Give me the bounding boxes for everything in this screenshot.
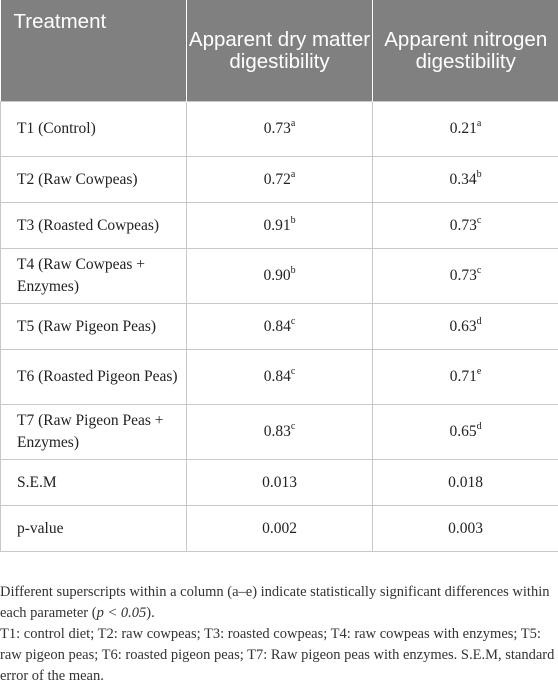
value: 0.90 [263, 267, 290, 284]
table-row: S.E.M 0.013 0.018 [1, 460, 558, 506]
table-row: T5 (Raw Pigeon Peas) 0.84c 0.63d [1, 304, 558, 350]
nitrogen-cell: 0.018 [373, 460, 558, 506]
footnote-p-value: p < 0.05 [97, 605, 147, 621]
value: 0.018 [448, 474, 483, 491]
nitrogen-cell: 0.34b [373, 157, 558, 203]
superscript: b [291, 265, 296, 276]
superscript: c [291, 316, 295, 327]
nitrogen-cell: 0.65d [373, 405, 558, 460]
superscript: b [291, 215, 296, 226]
superscript: c [291, 366, 295, 377]
footnote-text-end: ). [146, 605, 154, 621]
value: 0.83 [264, 423, 291, 440]
treatment-cell: T5 (Raw Pigeon Peas) [1, 304, 187, 350]
dry-matter-cell: 0.90b [187, 249, 373, 304]
nitrogen-cell: 0.63d [373, 304, 558, 350]
value: 0.003 [448, 520, 483, 537]
table-row: T3 (Roasted Cowpeas) 0.91b 0.73c [1, 203, 558, 249]
treatment-cell: T3 (Roasted Cowpeas) [1, 203, 187, 249]
superscript: d [477, 421, 482, 432]
superscript: c [291, 421, 295, 432]
treatment-cell: T7 (Raw Pigeon Peas + Enzymes) [1, 405, 187, 460]
value: 0.21 [450, 120, 477, 137]
nitrogen-cell: 0.71e [373, 350, 558, 405]
dry-matter-cell: 0.83c [187, 405, 373, 460]
superscript: c [477, 215, 481, 226]
superscript: e [477, 366, 481, 377]
value: 0.65 [449, 423, 476, 440]
value: 0.73 [450, 217, 477, 234]
treatment-cell: p-value [1, 506, 187, 552]
table-footnotes: Different superscripts within a column (… [0, 582, 556, 687]
footnote-text: Different superscripts within a column (… [0, 584, 550, 621]
value: 0.73 [450, 267, 477, 284]
footnote-significance: Different superscripts within a column (… [0, 582, 556, 624]
value: 0.34 [449, 171, 476, 188]
table-row: p-value 0.002 0.003 [1, 506, 558, 552]
value: 0.71 [450, 368, 477, 385]
value: 0.72 [264, 171, 291, 188]
table-row: T1 (Control) 0.73a 0.21a [1, 102, 558, 157]
dry-matter-cell: 0.002 [187, 506, 373, 552]
dry-matter-cell: 0.72a [187, 157, 373, 203]
value: 0.84 [264, 368, 291, 385]
nitrogen-cell: 0.73c [373, 203, 558, 249]
treatment-cell: T6 (Roasted Pigeon Peas) [1, 350, 187, 405]
superscript: a [291, 118, 295, 129]
header-row: Treatment Apparent dry matter digestibil… [1, 0, 558, 102]
table-row: T4 (Raw Cowpeas + Enzymes) 0.90b 0.73c [1, 249, 558, 304]
value: 0.013 [262, 474, 297, 491]
digestibility-table: Treatment Apparent dry matter digestibil… [0, 0, 558, 552]
treatment-cell: T2 (Raw Cowpeas) [1, 157, 187, 203]
nitrogen-cell: 0.003 [373, 506, 558, 552]
treatment-cell: S.E.M [1, 460, 187, 506]
nitrogen-cell: 0.21a [373, 102, 558, 157]
dry-matter-cell: 0.84c [187, 304, 373, 350]
header-nitrogen: Apparent nitrogen digestibility [373, 0, 558, 102]
dry-matter-cell: 0.73a [187, 102, 373, 157]
table-row: T7 (Raw Pigeon Peas + Enzymes) 0.83c 0.6… [1, 405, 558, 460]
table-row: T6 (Roasted Pigeon Peas) 0.84c 0.71e [1, 350, 558, 405]
value: 0.002 [262, 520, 297, 537]
value: 0.63 [449, 318, 476, 335]
value: 0.73 [264, 120, 291, 137]
header-treatment: Treatment [1, 0, 187, 102]
nitrogen-cell: 0.73c [373, 249, 558, 304]
table-row: T2 (Raw Cowpeas) 0.72a 0.34b [1, 157, 558, 203]
footnote-abbreviations: T1: control diet; T2: raw cowpeas; T3: r… [0, 624, 556, 687]
superscript: a [291, 169, 295, 180]
superscript: a [477, 118, 481, 129]
superscript: c [477, 265, 481, 276]
value: 0.91 [263, 217, 290, 234]
dry-matter-cell: 0.91b [187, 203, 373, 249]
dry-matter-cell: 0.013 [187, 460, 373, 506]
header-dry-matter: Apparent dry matter digestibility [187, 0, 373, 102]
value: 0.84 [264, 318, 291, 335]
dry-matter-cell: 0.84c [187, 350, 373, 405]
treatment-cell: T4 (Raw Cowpeas + Enzymes) [1, 249, 187, 304]
treatment-cell: T1 (Control) [1, 102, 187, 157]
superscript: d [477, 316, 482, 327]
superscript: b [477, 169, 482, 180]
